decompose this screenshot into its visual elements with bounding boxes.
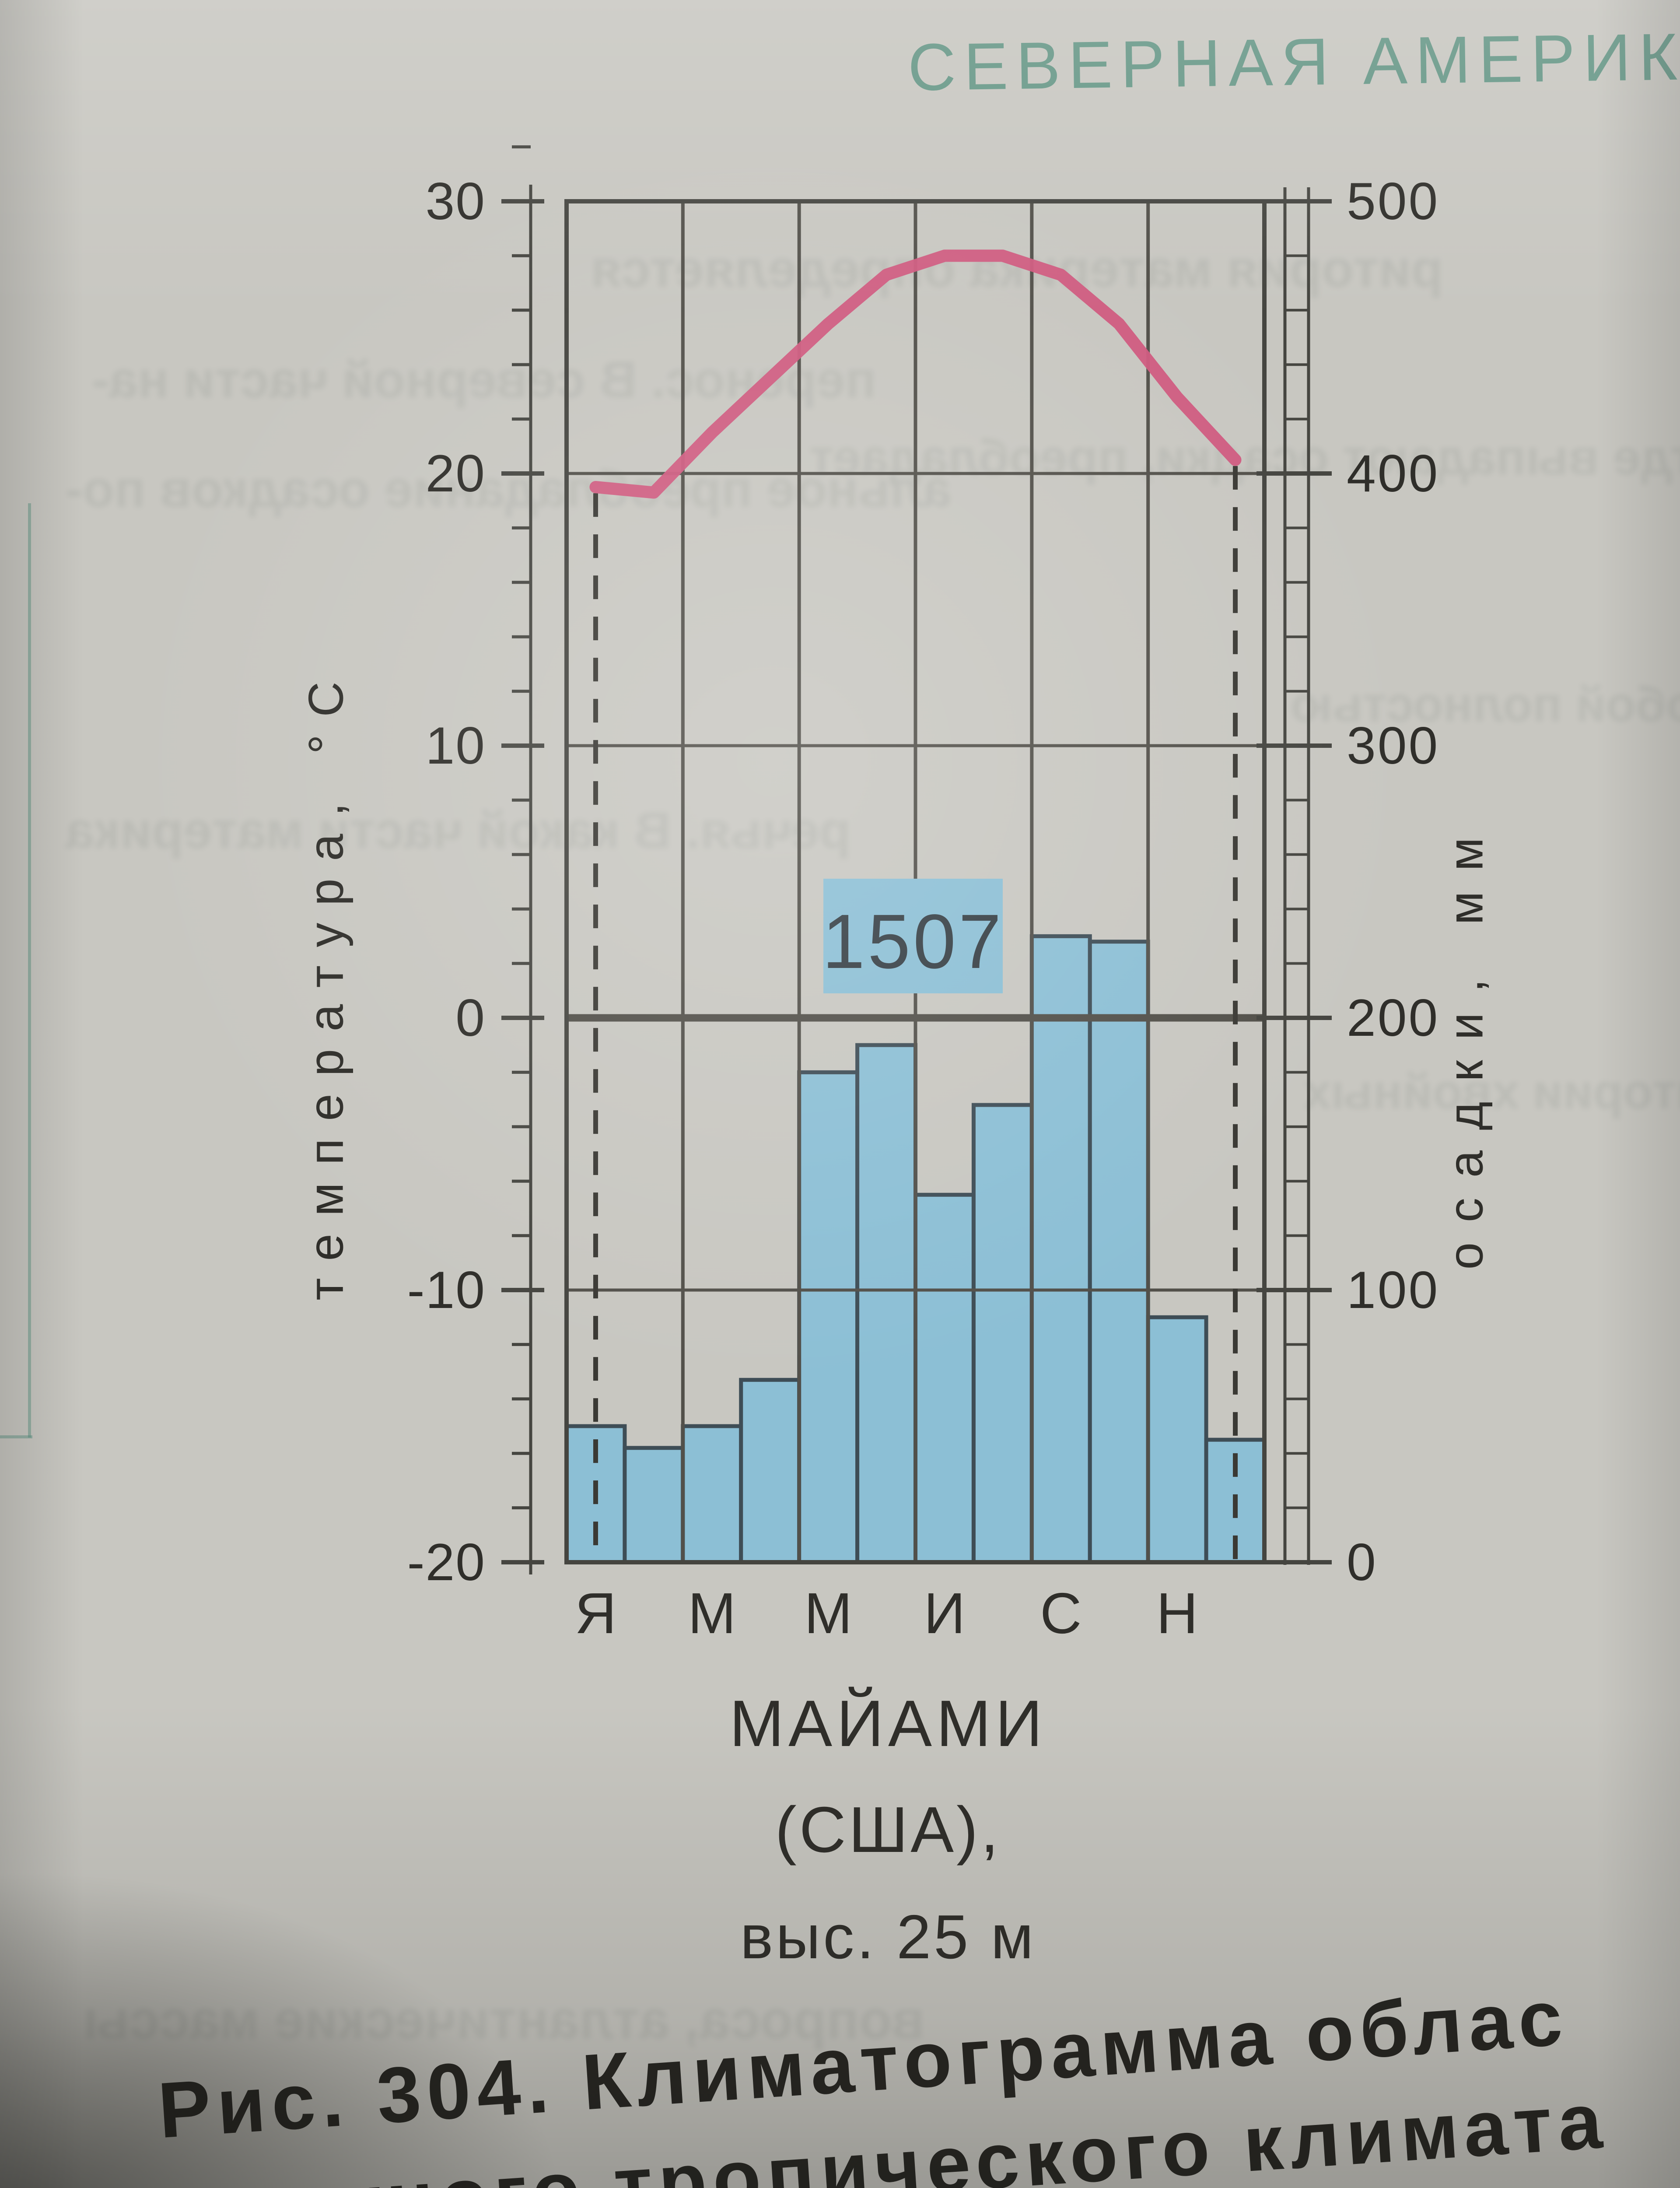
- precip-tick-label-500: 500: [1347, 172, 1440, 231]
- precip-tick-label-200: 200: [1347, 989, 1440, 1047]
- station-name: МАЙАМИ: [729, 1687, 1047, 1760]
- temp-tick-label-0: 0: [455, 989, 486, 1047]
- month-label-9: С: [1040, 1581, 1082, 1645]
- precip-bar-фев: [623, 1446, 685, 1564]
- temp-tick-label-20: 20: [425, 444, 486, 503]
- precip-bar-авг: [971, 1103, 1034, 1564]
- precip-bar-июнь: [855, 1043, 918, 1564]
- temp-tick-label-10: 10: [425, 716, 486, 775]
- precip-bar-окт: [1088, 940, 1150, 1564]
- month-label-1: Я: [574, 1581, 617, 1645]
- page-header-continent-title: СЕВЕРНАЯ АМЕРИКА: [907, 18, 1680, 105]
- left-axis-title: температура, °С: [298, 664, 354, 1301]
- precip-tick-label-0: 0: [1347, 1533, 1378, 1592]
- precip-tick-label-100: 100: [1347, 1261, 1440, 1319]
- precip-bar-сент: [1029, 934, 1092, 1564]
- temp-tick-label--10: -10: [407, 1261, 486, 1319]
- station-elevation: выс. 25 м: [740, 1902, 1036, 1972]
- precip-bar-июль: [914, 1192, 976, 1564]
- month-label-7: И: [924, 1581, 966, 1645]
- station-country: (США),: [775, 1794, 1001, 1866]
- precip-bar-апр: [739, 1378, 802, 1564]
- precip-bar-май: [797, 1070, 860, 1564]
- annual-total-value: 1507: [822, 899, 1004, 985]
- temp-tick-label-30: 30: [425, 172, 486, 231]
- station-caption: МАЙАМИ (США), выс. 25 м: [578, 1686, 1199, 1973]
- month-label-3: М: [688, 1581, 736, 1645]
- precip-tick-label-300: 300: [1347, 716, 1440, 775]
- temp-tick-label--20: -20: [407, 1533, 486, 1592]
- precip-bar-нояб: [1146, 1315, 1208, 1564]
- precip-tick-label-400: 400: [1347, 444, 1440, 503]
- month-label-5: М: [804, 1581, 853, 1645]
- month-label-11: Н: [1156, 1581, 1198, 1645]
- precip-bar-март: [681, 1424, 743, 1564]
